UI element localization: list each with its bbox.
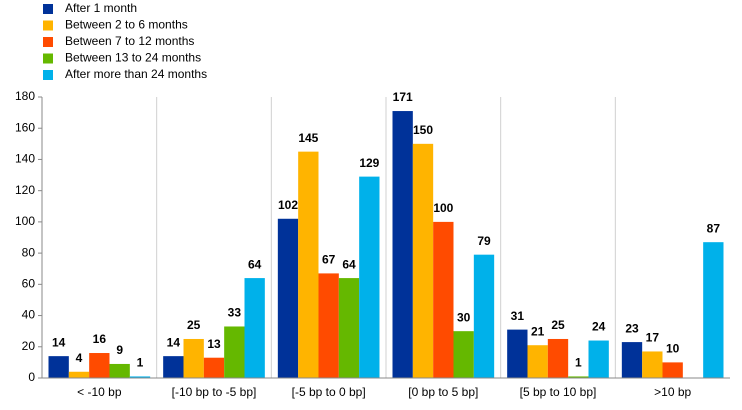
y-tick-label: 60 (22, 277, 36, 291)
bar (412, 143, 434, 378)
bar (318, 273, 339, 378)
value-label: 150 (413, 123, 433, 137)
value-label: 64 (342, 257, 356, 271)
value-label: 23 (625, 321, 639, 335)
bar (68, 371, 90, 378)
legend-label: Between 13 to 24 months (65, 51, 201, 65)
bar (338, 278, 360, 378)
y-tick-label: 120 (15, 183, 35, 197)
value-label: 10 (666, 342, 680, 356)
y-tick-label: 80 (22, 245, 36, 259)
value-label: 171 (393, 90, 413, 104)
value-label: 9 (116, 343, 123, 357)
value-label: 21 (531, 324, 545, 338)
value-label: 87 (707, 221, 721, 235)
bar (507, 329, 528, 378)
x-tick-label: [5 bp to 10 bp] (520, 385, 597, 399)
x-tick-label: < -10 bp (77, 385, 122, 399)
bar (473, 254, 495, 378)
value-label: 24 (592, 320, 606, 334)
y-tick-label: 0 (28, 370, 35, 384)
bar (527, 345, 548, 378)
value-label: 31 (511, 309, 525, 323)
bar (703, 242, 724, 378)
value-label: 4 (76, 351, 83, 365)
legend-label: After more than 24 months (65, 67, 207, 81)
x-tick-label: >10 bp (654, 385, 691, 399)
value-label: 16 (93, 332, 107, 346)
bar (89, 353, 110, 378)
bar (163, 356, 184, 378)
bar (568, 376, 589, 378)
value-label: 17 (646, 331, 660, 345)
value-label: 1 (137, 356, 144, 370)
y-tick-label: 100 (15, 214, 35, 228)
value-label: 102 (278, 198, 298, 212)
legend-swatch (43, 70, 53, 80)
bar (453, 331, 474, 378)
bar (109, 363, 130, 378)
legend-swatch (43, 37, 53, 47)
y-tick-label: 20 (22, 339, 36, 353)
value-label: 1 (575, 356, 582, 370)
legend-swatch (43, 20, 53, 31)
value-label: 79 (477, 234, 491, 248)
bar (224, 326, 245, 378)
x-tick-label: [-5 bp to 0 bp] (292, 385, 366, 399)
legend-label: Between 2 to 6 months (65, 18, 188, 32)
value-label: 30 (457, 310, 471, 324)
bar (662, 362, 683, 378)
bar (621, 342, 643, 378)
y-tick-label: 180 (15, 89, 35, 103)
bar (298, 151, 319, 378)
bar (48, 356, 69, 378)
legend-label: Between 7 to 12 months (65, 34, 194, 48)
value-label: 64 (248, 257, 262, 271)
value-label: 129 (359, 156, 379, 170)
bar (642, 351, 663, 378)
y-tick-label: 160 (15, 120, 35, 134)
legend-swatch (43, 4, 53, 14)
value-label: 33 (228, 306, 242, 320)
bar (547, 338, 569, 378)
legend-label: After 1 month (65, 1, 137, 15)
value-label: 67 (322, 253, 336, 267)
value-label: 13 (207, 337, 221, 351)
y-tick-label: 140 (15, 152, 35, 166)
value-label: 100 (433, 201, 453, 215)
bar (392, 111, 413, 379)
value-label: 145 (298, 131, 318, 145)
bar (277, 218, 299, 378)
bar (433, 221, 454, 378)
x-tick-label: [-10 bp to -5 bp] (172, 385, 257, 399)
bar (129, 376, 151, 378)
bar (588, 340, 609, 378)
bar (244, 278, 265, 378)
value-label: 25 (187, 318, 201, 332)
bar (203, 357, 225, 378)
value-label: 14 (167, 335, 181, 349)
bar (183, 338, 204, 378)
bar (359, 176, 380, 378)
value-label: 14 (52, 335, 66, 349)
y-tick-label: 40 (22, 308, 36, 322)
legend-swatch (43, 53, 53, 64)
value-label: 25 (551, 318, 565, 332)
x-tick-label: [0 bp to 5 bp] (408, 385, 478, 399)
